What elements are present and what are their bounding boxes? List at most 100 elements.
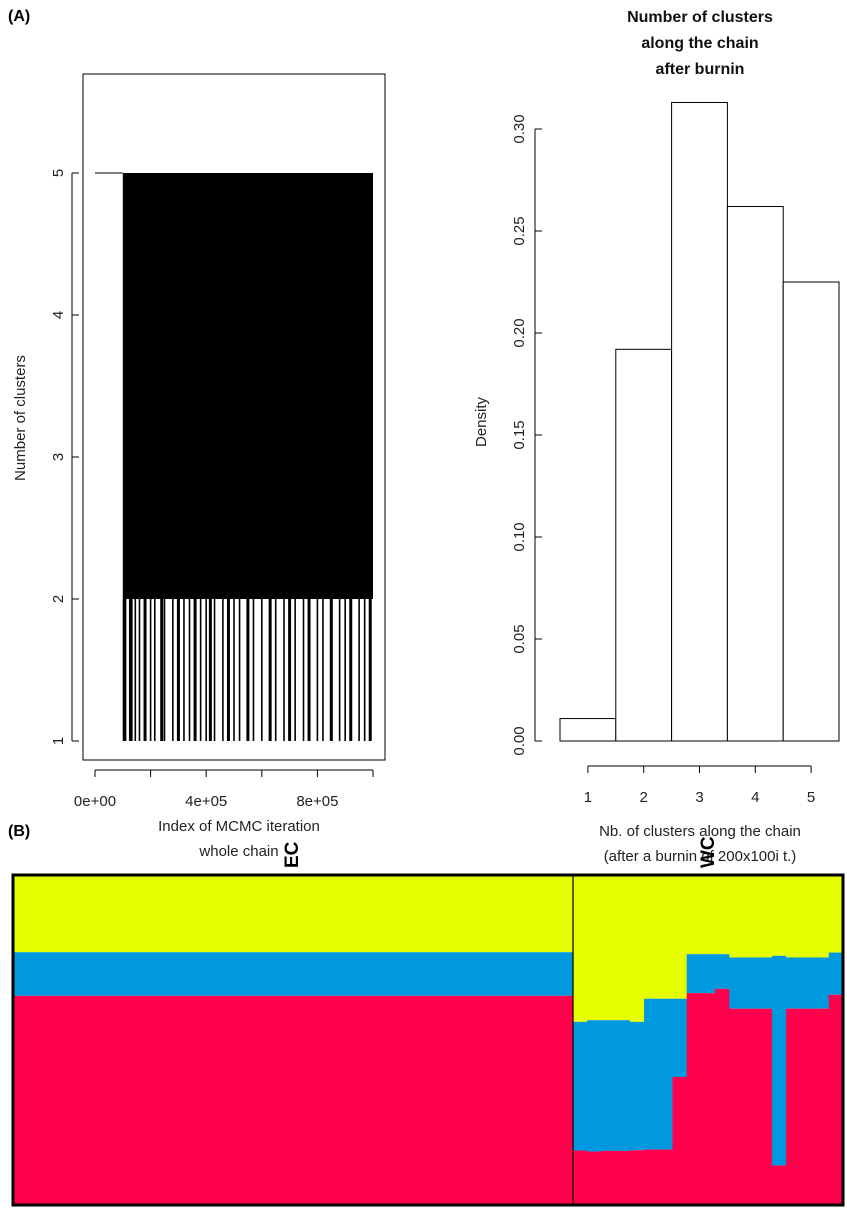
trace-plot: 0e+00 4e+05 8e+05 1 2 3 4 5 Index of MCMC iter… (12, 73, 386, 860)
ec-segment-yellow (13, 875, 573, 953)
wc-individual-red (672, 1076, 688, 1205)
wc-individual-red (828, 994, 844, 1205)
histogram-title-line-1: Number of clusters (627, 9, 773, 26)
wc-individual-yellow (672, 875, 688, 999)
histogram-bar (671, 101, 728, 742)
ec-segment-blue (13, 952, 573, 996)
histogram-ylabel: Density (473, 396, 490, 447)
wc-individual-red (629, 1150, 645, 1205)
histogram-y-tick-label: 0.15 (511, 420, 528, 449)
panel-b-label: (B) (8, 823, 31, 840)
histogram-title-line-2: along the chain (641, 35, 758, 52)
wc-individual-blue (786, 957, 801, 1009)
wc-individual-yellow (814, 875, 830, 958)
wc-individual-red (601, 1150, 617, 1205)
wc-individual-red (644, 1149, 659, 1205)
trace-plot-frame (82, 73, 386, 761)
wc-individual-blue (828, 952, 844, 995)
wc-individual-yellow (644, 875, 659, 999)
trace-y-axis: 1 2 3 4 5 (50, 169, 79, 745)
trace-ylabel: Number of clusters (12, 355, 29, 481)
wc-individual-blue (757, 957, 773, 1009)
histogram-x-tick-label: 1 (584, 789, 592, 806)
wc-individual-red (686, 993, 702, 1205)
wc-individual-yellow (700, 875, 716, 955)
trace-y-tick-label: 2 (50, 595, 67, 603)
histogram-title-line-3: after burnin (656, 61, 745, 78)
histogram-y-tick-label: 0.10 (511, 522, 528, 551)
wc-individual-blue (686, 954, 702, 994)
wc-individual-blue (729, 957, 745, 1009)
trace-x-tick-label: 8e+05 (296, 793, 338, 810)
wc-individual-red (771, 1165, 787, 1205)
histogram-x-tick-label: 4 (751, 789, 759, 806)
histogram-y-tick-label: 0.00 (511, 726, 528, 755)
wc-individual-red (786, 1008, 801, 1205)
histogram-x-tick-label: 2 (640, 789, 648, 806)
histogram-xlabel-line-2: (after a burnin of 200x100i t.) (604, 848, 797, 865)
histogram-y-tick-label: 0.05 (511, 624, 528, 653)
wc-individual-red (615, 1150, 631, 1205)
trace-dense-region (122, 173, 373, 599)
wc-individual-yellow (658, 875, 674, 999)
wc-individual-blue (715, 954, 730, 989)
wc-individual-red (587, 1151, 603, 1205)
histogram-bar (782, 281, 840, 742)
wc-individual-yellow (715, 875, 730, 955)
trace-xlabel-line-2: whole chain (198, 843, 278, 860)
wc-individual-red (814, 1008, 830, 1205)
histogram-y-axis: 0.00 0.05 0.10 0.15 0.20 0.25 0.30 (511, 114, 542, 756)
histogram-bar (615, 348, 673, 742)
histogram-bars (559, 101, 840, 742)
wc-individual-blue (672, 998, 688, 1077)
ec-segment-red (13, 995, 573, 1205)
histogram-bar (726, 206, 784, 742)
structure-plot: EC WC (11, 836, 845, 1207)
trace-xlabel-line-1: Index of MCMC iteration (158, 818, 320, 835)
trace-y-tick-label: 5 (50, 169, 67, 177)
histogram-y-tick-label: 0.25 (511, 216, 528, 245)
wc-individual-yellow (601, 875, 617, 1021)
histogram-y-tick-label: 0.20 (511, 318, 528, 347)
wc-individual-blue (800, 957, 816, 1009)
trace-y-tick-label: 4 (50, 311, 67, 319)
trace-marks (95, 172, 373, 741)
histogram-y-tick-label: 0.30 (511, 114, 528, 143)
wc-individual-blue (573, 1021, 588, 1151)
wc-individual-yellow (615, 875, 631, 1021)
wc-individual-red (757, 1008, 773, 1205)
wc-individual-blue (814, 957, 830, 1009)
wc-individual-red (743, 1008, 759, 1205)
histogram-x-tick-label: 5 (807, 789, 815, 806)
wc-individual-blue (615, 1020, 631, 1151)
wc-individual-yellow (629, 875, 645, 1022)
wc-individual-blue (700, 954, 716, 994)
group-label-wc: WC (698, 836, 719, 868)
group-label-ec: EC (282, 841, 303, 868)
wc-individual-yellow (729, 875, 745, 958)
trace-x-axis: 0e+00 4e+05 8e+05 (74, 769, 374, 810)
trace-y-tick-label: 3 (50, 453, 67, 461)
wc-individual-blue (644, 998, 659, 1150)
panel-a-label: (A) (8, 8, 31, 25)
trace-y-tick-label: 1 (50, 737, 67, 745)
wc-individual-red (573, 1150, 588, 1205)
histogram-plot: Number of clusters along the chain after… (473, 9, 840, 865)
wc-individual-yellow (573, 875, 588, 1022)
wc-individual-red (715, 988, 730, 1205)
wc-individual-yellow (800, 875, 816, 958)
structure-frame (11, 873, 845, 1207)
wc-individual-red (800, 1008, 816, 1205)
wc-individual-yellow (587, 875, 603, 1021)
wc-individual-red (700, 993, 716, 1205)
wc-individual-red (729, 1008, 745, 1205)
wc-individual-yellow (828, 875, 844, 953)
wc-individual-blue (658, 998, 674, 1150)
wc-individual-blue (771, 955, 787, 1166)
histogram-xlabel-line-1: Nb. of clusters along the chain (599, 823, 801, 840)
wc-individual-blue (743, 957, 759, 1009)
wc-individual-blue (587, 1020, 603, 1152)
histogram-x-axis: 1 2 3 4 5 (584, 765, 815, 806)
histogram-x-tick-label: 3 (695, 789, 703, 806)
